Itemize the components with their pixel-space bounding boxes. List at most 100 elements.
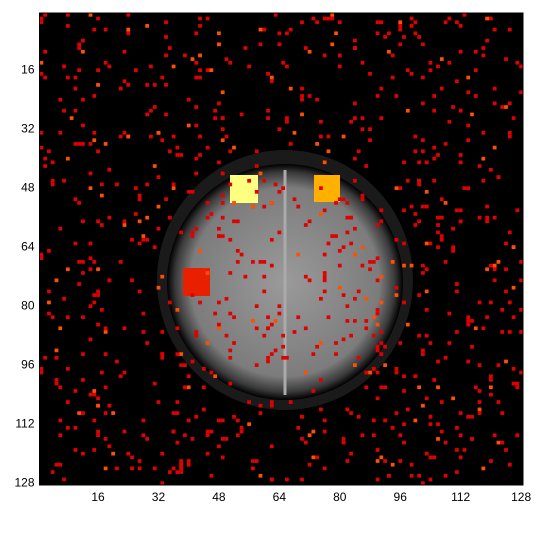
noise-pixel — [497, 441, 501, 445]
noise-pixel — [361, 197, 365, 201]
noise-pixel — [149, 109, 153, 113]
noise-pixel — [391, 463, 395, 467]
noise-pixel — [81, 260, 85, 264]
noise-pixel — [217, 301, 221, 305]
noise-pixel — [368, 127, 372, 131]
noise-pixel — [130, 456, 134, 460]
noise-pixel — [96, 397, 100, 401]
noise-pixel — [126, 452, 130, 456]
noise-pixel — [504, 57, 508, 61]
noise-pixel — [353, 179, 357, 183]
noise-pixel — [221, 234, 225, 238]
noise-pixel — [425, 452, 429, 456]
noise-pixel — [353, 253, 357, 257]
noise-pixel — [285, 65, 289, 69]
noise-pixel — [141, 238, 145, 242]
noise-pixel — [209, 212, 213, 216]
noise-pixel — [379, 275, 383, 279]
noise-pixel — [58, 131, 62, 135]
noise-pixel — [364, 164, 368, 168]
noise-pixel — [217, 234, 221, 238]
noise-pixel — [519, 330, 523, 334]
noise-pixel — [459, 208, 463, 212]
noise-pixel — [417, 334, 421, 338]
noise-pixel — [504, 360, 508, 364]
noise-pixel — [296, 205, 300, 209]
noise-pixel — [73, 426, 77, 430]
noise-pixel — [77, 411, 81, 415]
noise-pixel — [376, 312, 380, 316]
noise-pixel — [425, 190, 429, 194]
noise-pixel — [138, 242, 142, 246]
noise-pixel — [504, 267, 508, 271]
noise-pixel — [413, 374, 417, 378]
noise-pixel — [270, 76, 274, 80]
noise-pixel — [315, 98, 319, 102]
noise-pixel — [255, 164, 259, 168]
noise-pixel — [259, 28, 263, 32]
noise-pixel — [194, 227, 198, 231]
noise-pixel — [376, 397, 380, 401]
noise-pixel — [262, 28, 266, 32]
noise-pixel — [451, 227, 455, 231]
noise-pixel — [206, 17, 210, 21]
noise-pixel — [58, 463, 62, 467]
noise-pixel — [217, 444, 221, 448]
noise-pixel — [172, 186, 176, 190]
y-tick-label: 64 — [21, 239, 35, 253]
noise-pixel — [255, 459, 259, 463]
noise-pixel — [221, 138, 225, 142]
noise-pixel — [410, 463, 414, 467]
noise-pixel — [96, 267, 100, 271]
noise-pixel — [444, 441, 448, 445]
noise-pixel — [270, 400, 274, 404]
noise-pixel — [481, 46, 485, 50]
noise-pixel — [123, 50, 127, 54]
noise-pixel — [58, 419, 62, 423]
noise-pixel — [73, 389, 77, 393]
noise-pixel — [345, 459, 349, 463]
noise-pixel — [493, 28, 497, 32]
noise-pixel — [334, 201, 338, 205]
noise-pixel — [436, 216, 440, 220]
noise-pixel — [81, 220, 85, 224]
noise-pixel — [43, 50, 47, 54]
y-tick-label: 96 — [21, 357, 35, 371]
noise-pixel — [300, 98, 304, 102]
noise-pixel — [270, 79, 274, 83]
noise-pixel — [217, 323, 221, 327]
noise-pixel — [478, 301, 482, 305]
noise-pixel — [81, 271, 85, 275]
noise-pixel — [77, 201, 81, 205]
noise-pixel — [81, 39, 85, 43]
noise-pixel — [451, 397, 455, 401]
noise-pixel — [179, 459, 183, 463]
noise-pixel — [508, 330, 512, 334]
noise-pixel — [175, 441, 179, 445]
noise-pixel — [232, 220, 236, 224]
noise-pixel — [221, 437, 225, 441]
noise-pixel — [311, 456, 315, 460]
noise-pixel — [206, 216, 210, 220]
noise-pixel — [89, 172, 93, 176]
noise-pixel — [213, 109, 217, 113]
noise-pixel — [459, 411, 463, 415]
noise-pixel — [175, 470, 179, 474]
noise-pixel — [191, 190, 195, 194]
noise-pixel — [512, 116, 516, 120]
noise-pixel — [497, 175, 501, 179]
noise-pixel — [179, 352, 183, 356]
noise-pixel — [357, 149, 361, 153]
noise-pixel — [141, 312, 145, 316]
noise-pixel — [262, 334, 266, 338]
noise-pixel — [104, 352, 108, 356]
noise-pixel — [217, 161, 221, 165]
noise-pixel — [81, 124, 85, 128]
noise-pixel — [311, 389, 315, 393]
noise-pixel — [66, 426, 70, 430]
noise-pixel — [96, 149, 100, 153]
noise-pixel — [43, 356, 47, 360]
noise-pixel — [304, 275, 308, 279]
noise-pixel — [255, 190, 259, 194]
noise-pixel — [187, 459, 191, 463]
